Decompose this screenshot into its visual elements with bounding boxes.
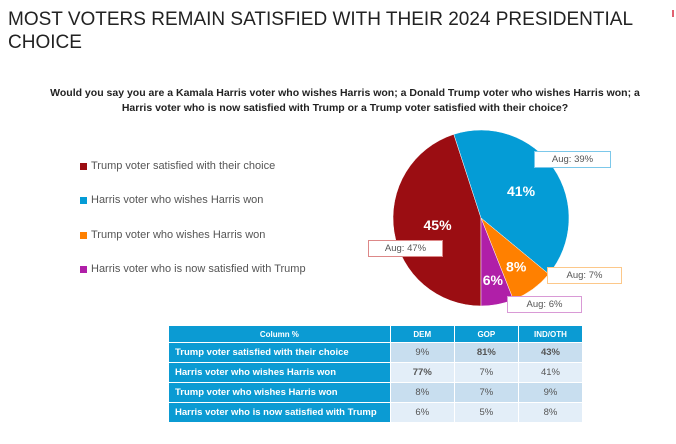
legend-swatch	[80, 265, 87, 273]
legend-label: Trump voter satisfied with their choice	[91, 160, 276, 172]
cell: 8%	[517, 402, 584, 423]
legend-swatch	[80, 162, 87, 170]
cell: 41%	[517, 362, 584, 383]
table-row: Harris voter who wishes Harris won 77% 7% 4…	[168, 362, 584, 383]
legend-item: Harris voter who wishes Harris won	[80, 194, 263, 206]
chart-title: MOST VOTERS REMAIN SATISFIED WITH THEIR …	[8, 9, 633, 53]
legend-label: Trump voter who wishes Harris won	[91, 229, 266, 241]
cell: 7%	[453, 382, 519, 403]
cell: 77%	[389, 362, 455, 383]
table-row: Harris voter who is now satisfied with T…	[168, 402, 584, 423]
legend-swatch	[80, 196, 87, 204]
cell: 8%	[389, 382, 455, 403]
cell: 81%	[453, 342, 519, 363]
legend-label: Harris voter who is now satisfied with T…	[91, 263, 306, 275]
column-header: GOP	[453, 325, 519, 343]
table-row: Trump voter satisfied with their choice 9…	[168, 342, 584, 363]
legend-item: Trump voter who wishes Harris won	[80, 229, 265, 241]
cell: 7%	[453, 362, 519, 383]
column-header: IND/OTH	[517, 325, 584, 343]
crosstab-table: Column % DEM GOP IND/OTH Trump voter sat…	[168, 325, 584, 423]
column-header: Column %	[168, 325, 391, 343]
aug-label-harris-satisfied: Aug: 6%	[507, 296, 582, 313]
legend-item: Harris voter who is now satisfied with T…	[80, 263, 306, 275]
pie-data-label: 45%	[424, 217, 453, 233]
corner-mark	[672, 10, 674, 17]
pie-data-label: 8%	[506, 258, 527, 274]
aug-label-trump-satisfied: Aug: 47%	[368, 240, 443, 257]
pie-slice	[392, 133, 482, 307]
pie-data-label: 6%	[483, 272, 504, 288]
table-header-row: Column % DEM GOP IND/OTH	[168, 325, 584, 343]
cell: 9%	[517, 382, 584, 403]
row-label: Harris voter who is now satisfied with T…	[168, 402, 391, 423]
table-row: Trump voter who wishes Harris won 8% 7% 9%	[168, 382, 584, 403]
survey-question: Would you say you are a Kamala Harris vo…	[50, 87, 640, 114]
pie-data-label: 41%	[507, 183, 536, 199]
column-header: DEM	[389, 325, 455, 343]
row-label: Trump voter who wishes Harris won	[168, 382, 391, 403]
aug-label-harris-wishes: Aug: 39%	[534, 151, 611, 168]
legend-swatch	[80, 231, 87, 239]
cell: 5%	[453, 402, 519, 423]
legend-label: Harris voter who wishes Harris won	[91, 194, 264, 206]
cell: 9%	[389, 342, 455, 363]
legend-item: Trump voter satisfied with their choice	[80, 160, 275, 172]
row-label: Trump voter satisfied with their choice	[168, 342, 391, 363]
cell: 43%	[517, 342, 584, 363]
cell: 6%	[389, 402, 455, 423]
aug-label-trump-wishes: Aug: 7%	[547, 267, 622, 284]
row-label: Harris voter who wishes Harris won	[168, 362, 391, 383]
